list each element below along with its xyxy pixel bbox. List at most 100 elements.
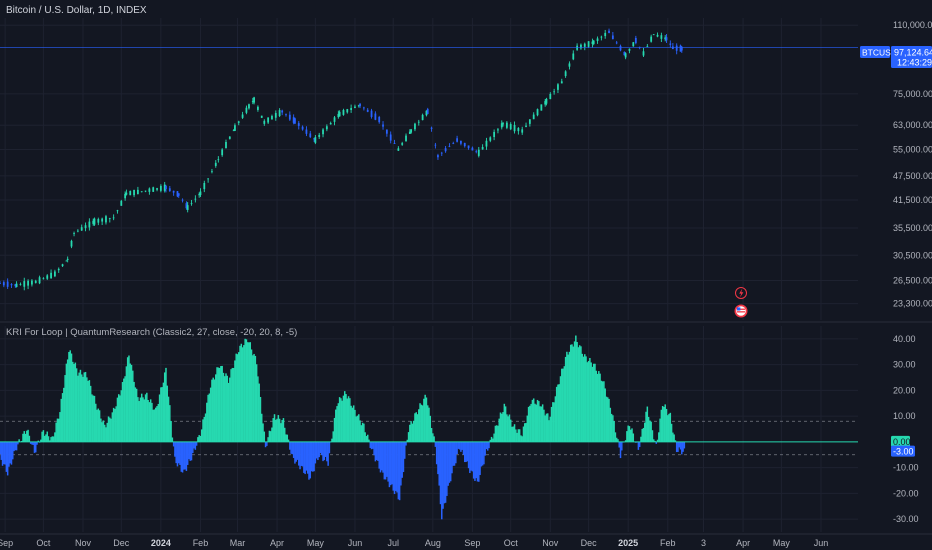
- indicator-level-box: [891, 445, 915, 457]
- indicator-bar: [515, 429, 517, 442]
- price-candle-body: [260, 115, 263, 118]
- indicator-bar: [322, 441, 324, 462]
- price-candle-body: [410, 129, 413, 133]
- indicator-bar: [642, 427, 645, 442]
- indicator-bar: [86, 377, 88, 442]
- price-candle-body: [623, 51, 626, 56]
- price-candle-body: [140, 191, 143, 193]
- price-candle-body: [471, 147, 474, 151]
- indicator-bar: [162, 382, 165, 442]
- indicator-bar: [152, 409, 154, 442]
- price-candle-body: [477, 149, 480, 156]
- indicator-bar: [416, 414, 419, 442]
- indicator-bar: [166, 385, 169, 442]
- indicator-bar: [475, 441, 477, 479]
- indicator-bar: [544, 415, 546, 442]
- indicator-bar: [645, 411, 647, 442]
- indicator-bar: [501, 413, 503, 442]
- indicator-bar: [286, 434, 289, 442]
- price-candle-body: [568, 63, 571, 67]
- indicator-bar: [471, 441, 474, 472]
- price-candle-body: [159, 185, 162, 191]
- price-candle-body: [536, 109, 539, 116]
- indicator-bar: [204, 413, 207, 442]
- price-axis[interactable]: 110,000.00 75,000.00 63,000.00 55,000.00 47,…: [893, 20, 932, 308]
- indicator-bar: [443, 441, 446, 504]
- price-candle-body: [214, 162, 217, 166]
- price-candle-body: [274, 113, 277, 118]
- indicator-bar: [73, 363, 75, 442]
- price-candle-body: [271, 115, 273, 120]
- indicator-bar: [60, 398, 63, 442]
- indicator-bar: [530, 403, 532, 442]
- indicator-bar: [229, 377, 231, 442]
- indicator-bar: [595, 370, 598, 442]
- indicator-bar: [312, 441, 314, 472]
- indicator-bar: [203, 416, 206, 442]
- price-candle-body: [493, 131, 496, 138]
- price-candle-body: [440, 152, 443, 154]
- indicator-bar: [351, 407, 354, 442]
- time-axis[interactable]: Sep Oct Nov Dec 2024 Feb Mar Apr May Jun Jul Aug Sep…: [0, 538, 828, 548]
- indicator-bar: [465, 441, 467, 463]
- price-candle-body: [452, 143, 455, 145]
- indicator-bar: [46, 431, 48, 442]
- indicator-bar: [446, 441, 448, 496]
- indicator-bar: [22, 433, 24, 442]
- indicator-bar: [572, 346, 575, 442]
- price-candle-body: [57, 268, 60, 271]
- price-pane[interactable]: 110,000.00 75,000.00 63,000.00 55,000.00 47,…: [0, 5, 932, 320]
- lightning-icon[interactable]: [735, 287, 747, 299]
- price-candle-body: [528, 119, 531, 124]
- price-candle-body: [129, 191, 132, 196]
- price-candle-body: [309, 133, 312, 138]
- last-price-badge: BTCUSD 97,124.64 12:43:29: [860, 46, 932, 68]
- indicator-bar: [171, 437, 174, 442]
- indicator-bar: [659, 418, 661, 442]
- indicator-bar: [664, 404, 666, 442]
- indicator-bar: [115, 406, 117, 442]
- price-candle-body: [318, 134, 321, 137]
- us-flag-event-icon[interactable]: [734, 304, 748, 318]
- indicator-bar: [506, 414, 508, 442]
- indicator-bar: [282, 418, 285, 442]
- indicator-bar: [193, 441, 195, 449]
- indicator-bar: [195, 441, 198, 446]
- indicator-bar: [494, 425, 497, 442]
- indicator-bar: [675, 441, 678, 453]
- price-candle-body: [437, 155, 439, 158]
- indicator-bar: [548, 420, 550, 442]
- price-candle-body: [564, 71, 567, 77]
- indicator-bar: [250, 349, 253, 442]
- indicator-bar: [319, 441, 322, 454]
- indicator-bar: [272, 418, 274, 442]
- indicator-bar: [146, 392, 148, 442]
- indicator-bar: [612, 415, 614, 442]
- indicator-bar: [14, 441, 17, 451]
- indicator-bar: [646, 406, 649, 442]
- indicator-bar: [522, 426, 525, 442]
- indicator-bar: [107, 416, 110, 442]
- indicator-bar: [103, 424, 106, 442]
- indicator-bar: [290, 441, 292, 454]
- price-tick-label: 55,000.00: [893, 145, 932, 155]
- indicator-axis[interactable]: 40.00 30.00 20.00 10.00 -10.00 -20.00 -30.00: [893, 334, 919, 524]
- indicator-bar: [448, 441, 451, 483]
- indicator-bar: [234, 360, 236, 442]
- indicator-bar: [489, 439, 492, 442]
- indicator-bar: [586, 362, 589, 442]
- indicator-bar: [207, 394, 209, 442]
- indicator-pane[interactable]: 40.00 30.00 20.00 10.00 -10.00 -20.00 -30.00 K…: [0, 326, 919, 532]
- price-candle-body: [521, 129, 524, 133]
- indicator-bar: [521, 436, 523, 442]
- price-candle-body: [421, 114, 424, 121]
- price-candle-body: [97, 219, 100, 223]
- indicator-bar: [24, 433, 27, 442]
- indicator-bar: [264, 441, 267, 448]
- indicator-bar: [80, 374, 83, 442]
- price-tick-label: 23,300.00: [893, 299, 932, 309]
- indicator-bar: [17, 441, 19, 445]
- indicator-bar: [291, 441, 294, 455]
- time-tick-label: Dec: [581, 538, 598, 548]
